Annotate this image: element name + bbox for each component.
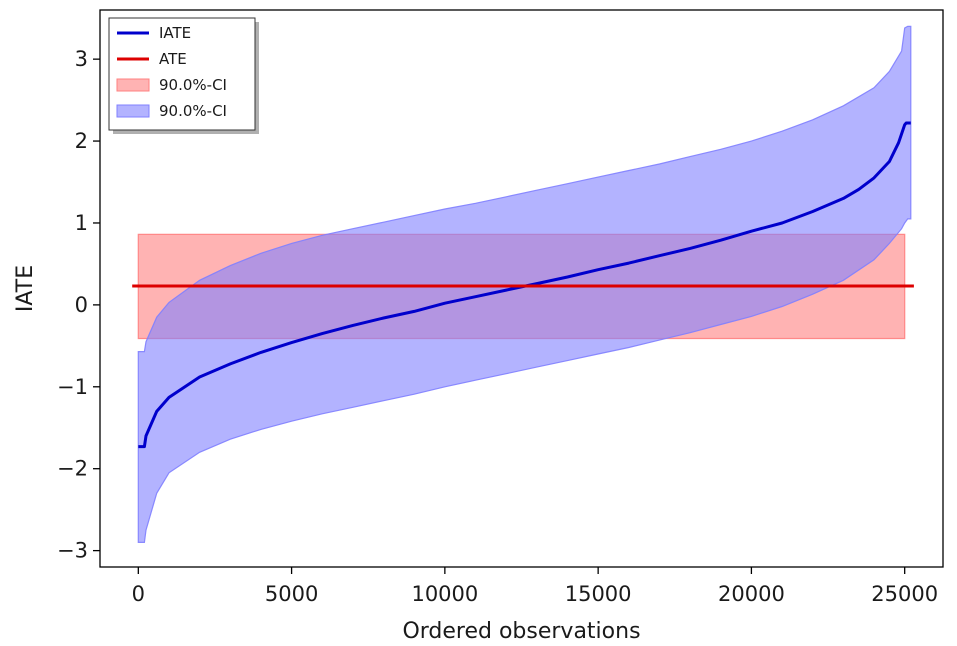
plot-frame xyxy=(99,9,944,568)
x-tick-label: 15000 xyxy=(565,582,632,606)
x-tick-label: 5000 xyxy=(265,582,318,606)
y-tick-label: −2 xyxy=(57,457,88,481)
x-tick-label: 0 xyxy=(132,582,145,606)
ci-band-2 xyxy=(137,25,912,543)
y-axis-label: IATE xyxy=(13,265,38,312)
y-tick-label: 1 xyxy=(75,211,88,235)
y-tick-label: −1 xyxy=(57,375,88,399)
y-tick-label: 2 xyxy=(75,129,88,153)
legend: IATE ATE 90.0%-CI 90.0%-CI xyxy=(108,17,259,134)
legend-label: 90.0%-CI xyxy=(159,76,227,94)
x-tick-label: 20000 xyxy=(718,582,785,606)
series-lines xyxy=(132,121,914,449)
y-tick-label: −3 xyxy=(57,539,88,563)
legend-label: ATE xyxy=(159,50,187,68)
legend-patch-swatch xyxy=(116,78,150,92)
legend-label: 90.0%-CI xyxy=(159,102,227,120)
y-axis-ticks: −3 −2 −1 0 1 2 3 xyxy=(57,47,100,563)
x-axis-ticks: 0 5000 10000 15000 20000 25000 xyxy=(132,567,938,606)
x-tick-label: 10000 xyxy=(411,582,478,606)
series-line-iate xyxy=(138,121,911,449)
legend-patch-swatch xyxy=(116,104,150,118)
legend-label: IATE xyxy=(159,24,191,42)
y-tick-label: 0 xyxy=(75,293,88,317)
x-axis-label: Ordered observations xyxy=(402,619,640,644)
x-tick-label: 25000 xyxy=(871,582,938,606)
y-tick-label: 3 xyxy=(75,47,88,71)
